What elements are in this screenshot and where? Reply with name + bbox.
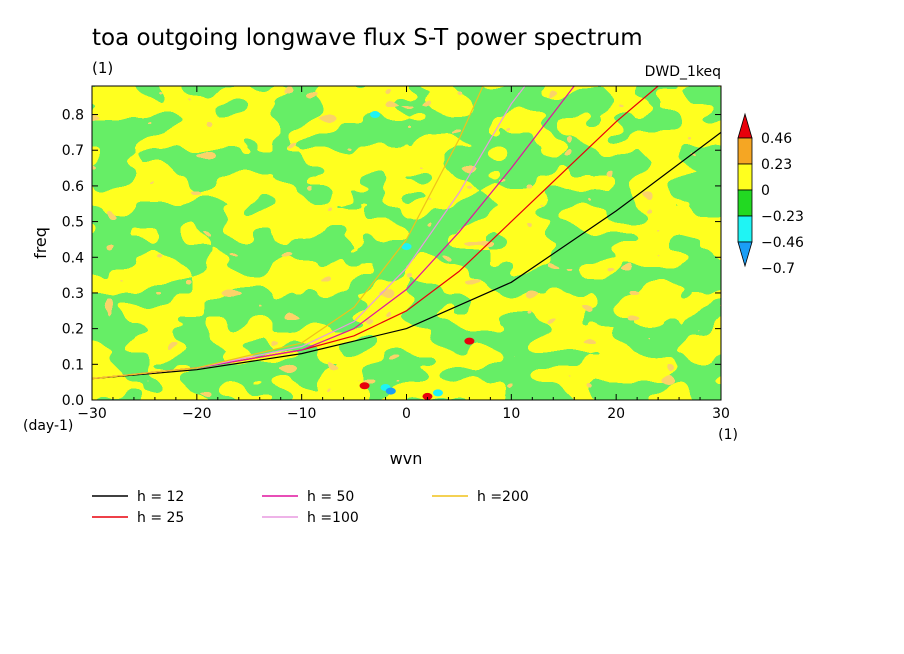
hotspot-5 — [432, 389, 443, 397]
colorbar-level-label: −0.23 — [761, 209, 804, 225]
field-orange-specks — [92, 86, 721, 400]
x-tick-label: −30 — [77, 406, 107, 422]
legend-label: h = 12 — [137, 489, 184, 505]
colorbar-level-label: 0.46 — [761, 131, 792, 147]
x-axis-label: wvn — [390, 449, 423, 468]
hotspot-0 — [464, 337, 475, 345]
legend-label: h =100 — [307, 510, 359, 526]
y-unit-label: (day-1) — [23, 418, 73, 434]
x-tick-label: 0 — [402, 406, 411, 422]
y-tick-label: 0.2 — [62, 322, 84, 338]
colorbar-box-orange — [737, 137, 753, 165]
x-axis: −30 −20 −10 0 10 20 30 — [77, 86, 730, 422]
colorbar-level-label: −0.7 — [761, 261, 795, 277]
hotspot-1 — [422, 392, 433, 400]
hotspot-4 — [385, 387, 396, 395]
hotspot-7 — [401, 243, 412, 251]
colorbar-box-cyan — [737, 215, 753, 243]
y-tick-label: 0.0 — [62, 393, 84, 409]
colorbar-box-yellow — [737, 163, 753, 191]
dispersion-curves — [92, 86, 721, 380]
x-tick-label: −10 — [287, 406, 317, 422]
y-tick-label: 0.4 — [62, 250, 84, 266]
x-unit-label: (1) — [718, 427, 738, 443]
y-tick-label: 0.8 — [62, 108, 84, 124]
hotspots-layer — [359, 111, 475, 400]
colorbar-level-label: 0 — [761, 183, 770, 199]
legend: h = 12 h = 50 h =200 h = 25 h =100 — [92, 489, 529, 526]
y-tick-label: 0.5 — [62, 215, 84, 231]
legend-label: h = 25 — [137, 510, 184, 526]
curve-200 — [92, 86, 484, 380]
dataset-label: DWD_1keq — [645, 64, 721, 80]
colorbar-bottom-arrow — [737, 241, 753, 268]
x-tick-label: −20 — [182, 406, 212, 422]
plot-area — [92, 86, 721, 400]
title-units: (1) — [92, 59, 113, 77]
curve-12 — [92, 131, 721, 380]
colorbar-box-green — [737, 189, 753, 217]
y-axis: 0.0 0.1 0.2 0.3 0.4 0.5 0.6 0.7 0.8 — [62, 108, 721, 409]
colorbar: 0.46 0.23 0 −0.23 −0.46 −0.7 — [737, 112, 804, 277]
legend-label: h = 50 — [307, 489, 354, 505]
y-axis-label: freq — [31, 227, 50, 259]
colorbar-level-label: −0.46 — [761, 235, 804, 251]
hotspot-2 — [359, 382, 370, 390]
colorbar-level-label: 0.23 — [761, 157, 792, 173]
y-tick-label: 0.7 — [62, 143, 84, 159]
x-tick-label: 10 — [502, 406, 520, 422]
y-tick-label: 0.3 — [62, 286, 84, 302]
chart-title: toa outgoing longwave flux S-T power spe… — [92, 25, 643, 51]
colorbar-top-arrow — [737, 112, 753, 139]
legend-label: h =200 — [477, 489, 529, 505]
y-tick-label: 0.6 — [62, 179, 84, 195]
hotspot-6 — [370, 111, 381, 119]
y-tick-label: 0.1 — [62, 357, 84, 373]
x-tick-label: 20 — [607, 406, 625, 422]
x-tick-label: 30 — [712, 406, 730, 422]
